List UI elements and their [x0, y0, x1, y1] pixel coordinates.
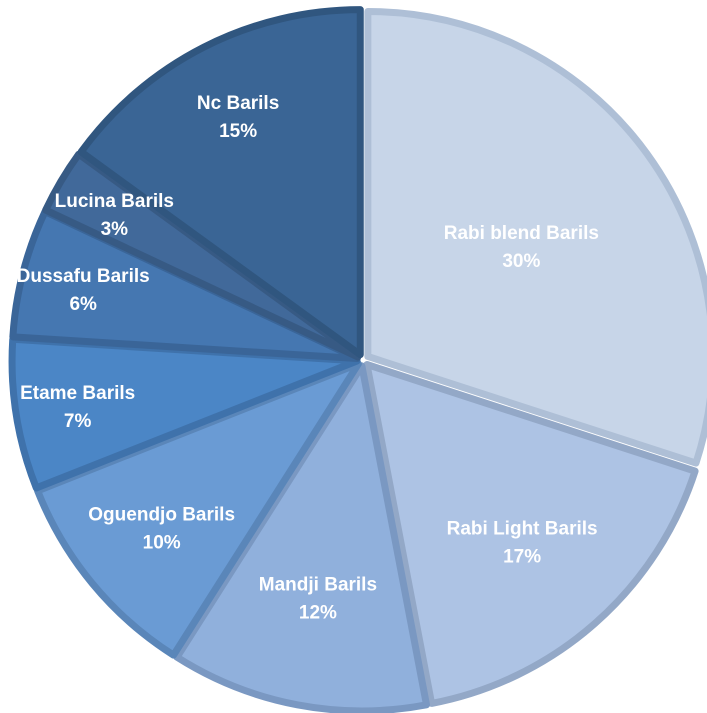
- pie-slice-rabi-blend-barils: [364, 7, 707, 467]
- slice-name-label: Nc Barils: [197, 93, 279, 114]
- slice-percent-label: 12%: [299, 602, 337, 623]
- slice-name-label: Mandji Barils: [259, 574, 377, 595]
- pie-slice-nc-barils: [77, 6, 364, 359]
- slice-label-group: Nc Barils 15%: [197, 93, 279, 142]
- slice-name-label: Oguendjo Barils: [88, 505, 235, 526]
- slice-label-group: Lucina Barils 3%: [55, 191, 174, 240]
- slice-label-group: Oguendjo Barils 10%: [88, 505, 235, 554]
- labels-layer: Rabi blend Barils 30% Rabi Light Barils 17%…: [17, 93, 599, 623]
- slice-percent-label: 17%: [503, 546, 541, 567]
- pie-slice-rabi-light-barils: [363, 361, 699, 707]
- slice-percent-label: 30%: [502, 251, 540, 272]
- slice-label-group: Rabi blend Barils 30%: [444, 223, 599, 272]
- slice-label-group: Rabi Light Barils 17%: [447, 518, 598, 567]
- slice-percent-label: 10%: [143, 533, 181, 554]
- pie-slice-oguendjo-barils: [34, 360, 362, 659]
- slice-name-label: Dussafu Barils: [17, 266, 150, 287]
- slice-name-label: Rabi blend Barils: [444, 223, 599, 244]
- slice-label-group: Mandji Barils 12%: [259, 574, 377, 623]
- slice-percent-label: 6%: [69, 294, 97, 315]
- slice-name-label: Rabi Light Barils: [447, 518, 598, 539]
- slice-percent-label: 7%: [64, 411, 92, 432]
- pie-slice-dussafu-barils: [9, 208, 361, 363]
- slice-label-group: Dussafu Barils 6%: [17, 266, 150, 315]
- slice-name-label: Lucina Barils: [55, 191, 174, 212]
- pie-slice-etame-barils: [8, 335, 361, 492]
- slice-name-label: Etame Barils: [20, 383, 135, 404]
- slice-percent-label: 3%: [101, 219, 129, 240]
- pie-slice-mandji-barils: [173, 362, 431, 713]
- slice-percent-label: 15%: [219, 121, 257, 142]
- slice-label-group: Etame Barils 7%: [20, 383, 135, 432]
- slices-layer: [8, 6, 707, 713]
